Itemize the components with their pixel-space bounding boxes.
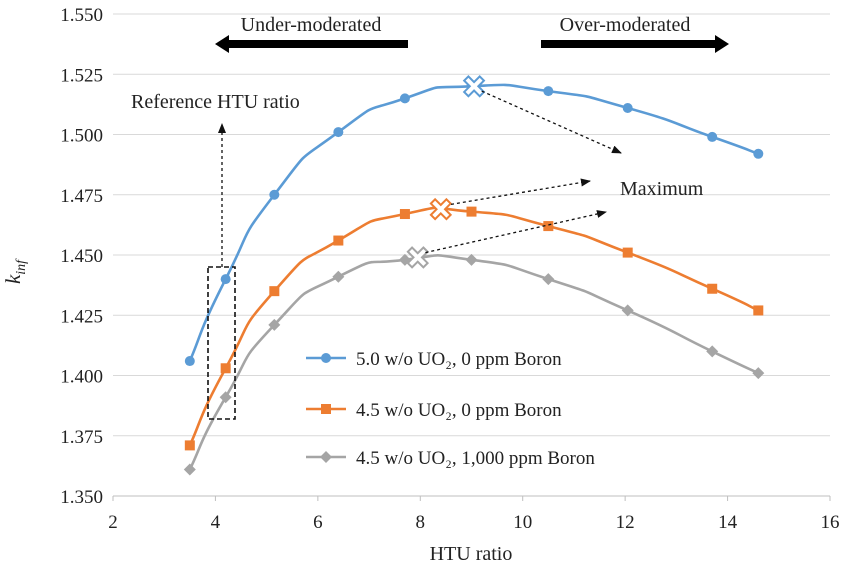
y-tick-label: 1.375 — [60, 427, 103, 448]
data-point — [753, 305, 764, 316]
data-point — [269, 286, 280, 297]
x-tick-label: 10 — [513, 512, 532, 533]
data-point — [399, 209, 410, 220]
data-point — [333, 235, 344, 246]
x-tick-label: 2 — [108, 512, 118, 533]
x-tick-label: 16 — [821, 512, 840, 533]
legend-marker — [321, 404, 331, 414]
under-moderated-arrow — [215, 35, 408, 53]
x-tick-label: 4 — [211, 512, 221, 533]
data-point — [332, 270, 345, 283]
y-tick-label: 1.450 — [60, 246, 103, 267]
maximum-marker — [462, 74, 486, 98]
data-point — [622, 102, 633, 113]
axes: 1.350 1.375 1.400 1.425 1.450 1.475 1.500 1.525… — [60, 5, 839, 533]
over-moderated-label: Over-moderated — [560, 14, 691, 36]
x-tick-label: 6 — [313, 512, 323, 533]
y-tick-label: 1.525 — [60, 65, 103, 86]
maximum-arrow — [425, 210, 607, 254]
y-axis-label: kinf — [1, 258, 29, 284]
data-point — [707, 131, 718, 142]
data-point — [621, 304, 634, 317]
data-point — [399, 93, 410, 104]
data-point — [752, 367, 765, 380]
legend-marker — [320, 451, 332, 463]
annotations-layer: 5.0 w/o UO₂, 0 ppm Boron 4.5 w/o UO₂, 0 p… — [207, 35, 729, 469]
legend: 5.0 w/o UO₂, 0 ppm Boron 4.5 w/o UO₂, 0 p… — [306, 349, 595, 469]
legend-label: 4.5 w/o UO₂, 0 ppm Boron — [356, 400, 562, 421]
y-tick-label: 1.350 — [60, 487, 103, 508]
y-tick-label: 1.425 — [60, 306, 103, 327]
x-tick-label: 8 — [416, 512, 426, 533]
series-line-3 — [188, 254, 759, 471]
x-tick-label: 12 — [616, 512, 635, 533]
data-point — [184, 440, 195, 451]
y-tick-label: 1.475 — [60, 186, 103, 207]
maximum-marker — [406, 246, 430, 269]
data-point — [707, 283, 718, 294]
maximum-label: Maximum — [620, 178, 704, 200]
data-point — [753, 148, 764, 159]
data-point — [219, 391, 232, 404]
reference-label: Reference HTU ratio — [131, 91, 300, 113]
data-point — [220, 363, 231, 374]
legend-label: 5.0 w/o UO₂, 0 ppm Boron — [356, 349, 562, 370]
data-point — [184, 356, 195, 367]
maximum-arrow — [450, 178, 591, 206]
y-tick-label: 1.500 — [60, 126, 103, 147]
reference-box — [207, 266, 236, 420]
data-point — [466, 206, 477, 217]
data-point — [268, 318, 281, 331]
data-point — [269, 189, 280, 200]
maximum-arrow — [481, 90, 622, 154]
data-point — [542, 273, 555, 286]
legend-label: 4.5 w/o UO₂, 1,000 ppm Boron — [356, 448, 595, 469]
data-point — [622, 247, 633, 258]
data-point — [465, 253, 478, 266]
under-moderated-label: Under-moderated — [241, 14, 382, 36]
over-moderated-arrow — [541, 35, 729, 53]
legend-marker — [321, 353, 331, 363]
data-point — [543, 221, 554, 232]
x-tick-label: 14 — [718, 512, 738, 533]
data-point — [183, 463, 196, 476]
data-point — [543, 86, 554, 97]
maximum-marker — [429, 197, 453, 221]
data-point — [706, 345, 719, 358]
data-point — [220, 274, 231, 285]
x-axis-label: HTU ratio — [430, 543, 513, 565]
series-line-1 — [188, 83, 759, 362]
y-tick-label: 1.550 — [60, 5, 103, 26]
data-point — [333, 127, 344, 138]
y-tick-label: 1.400 — [60, 367, 103, 388]
